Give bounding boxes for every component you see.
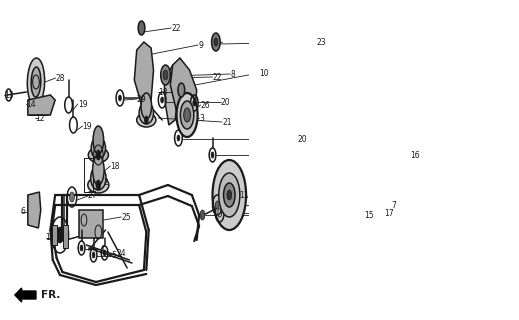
Text: 18: 18 [158, 87, 168, 97]
Text: 2: 2 [103, 178, 108, 187]
Text: 20: 20 [297, 134, 307, 143]
Text: 8: 8 [230, 69, 235, 78]
Text: 23: 23 [317, 37, 326, 46]
Circle shape [96, 180, 101, 190]
Ellipse shape [136, 113, 156, 127]
Text: 24: 24 [116, 250, 126, 259]
Text: FR.: FR. [41, 290, 60, 300]
Circle shape [184, 108, 190, 122]
Text: 15: 15 [364, 211, 374, 220]
Circle shape [212, 160, 246, 230]
Circle shape [227, 190, 231, 200]
Circle shape [211, 152, 214, 158]
Circle shape [218, 173, 240, 217]
Polygon shape [63, 225, 68, 248]
Ellipse shape [88, 148, 108, 163]
Text: 1: 1 [46, 234, 50, 243]
Ellipse shape [88, 177, 109, 193]
Text: 7: 7 [391, 201, 396, 210]
Circle shape [70, 192, 74, 202]
Circle shape [92, 252, 95, 258]
Text: 13: 13 [4, 91, 13, 100]
Text: 27: 27 [88, 191, 98, 201]
Text: 14: 14 [26, 100, 36, 108]
Circle shape [224, 183, 235, 207]
Circle shape [118, 95, 121, 101]
Text: 29: 29 [136, 94, 146, 103]
Circle shape [178, 83, 185, 97]
Circle shape [177, 135, 180, 141]
Circle shape [163, 70, 168, 80]
Polygon shape [79, 210, 103, 238]
Circle shape [96, 150, 101, 160]
Text: 21: 21 [222, 117, 231, 126]
Circle shape [80, 245, 83, 251]
Text: 9: 9 [198, 41, 203, 50]
Polygon shape [134, 42, 154, 105]
Circle shape [138, 21, 145, 35]
Polygon shape [28, 192, 41, 228]
Text: 12: 12 [35, 114, 45, 123]
Circle shape [212, 33, 220, 51]
Polygon shape [52, 225, 57, 245]
Ellipse shape [91, 137, 105, 159]
Ellipse shape [93, 126, 104, 154]
Ellipse shape [92, 155, 104, 185]
Circle shape [200, 210, 205, 220]
Circle shape [181, 101, 194, 129]
Text: 4: 4 [100, 244, 105, 253]
Text: 10: 10 [259, 68, 269, 77]
Text: 11: 11 [239, 191, 249, 201]
Text: 25: 25 [121, 212, 131, 221]
Ellipse shape [141, 93, 152, 119]
FancyArrow shape [15, 288, 36, 302]
Circle shape [176, 93, 198, 137]
Circle shape [161, 65, 170, 85]
Text: 19: 19 [83, 122, 92, 131]
Circle shape [161, 97, 163, 103]
Text: 28: 28 [56, 74, 65, 83]
Text: 3: 3 [199, 114, 204, 123]
Circle shape [214, 38, 218, 46]
Circle shape [56, 227, 64, 243]
Text: 17: 17 [384, 209, 393, 218]
Text: 19: 19 [78, 100, 87, 108]
Circle shape [144, 116, 148, 124]
Ellipse shape [31, 67, 41, 97]
Ellipse shape [139, 102, 154, 124]
Polygon shape [170, 58, 197, 130]
Circle shape [193, 100, 196, 106]
Text: 26: 26 [200, 100, 210, 109]
Polygon shape [164, 65, 179, 125]
Ellipse shape [28, 58, 45, 106]
Text: 22: 22 [212, 73, 222, 82]
Text: 5: 5 [111, 252, 116, 260]
Text: 6: 6 [21, 207, 25, 217]
Text: 20: 20 [221, 98, 230, 107]
Text: 18: 18 [111, 162, 120, 171]
Text: 22: 22 [171, 23, 181, 33]
Polygon shape [28, 95, 55, 115]
Ellipse shape [91, 166, 106, 190]
Circle shape [103, 250, 106, 256]
Circle shape [215, 201, 219, 209]
Text: 16: 16 [410, 150, 420, 159]
